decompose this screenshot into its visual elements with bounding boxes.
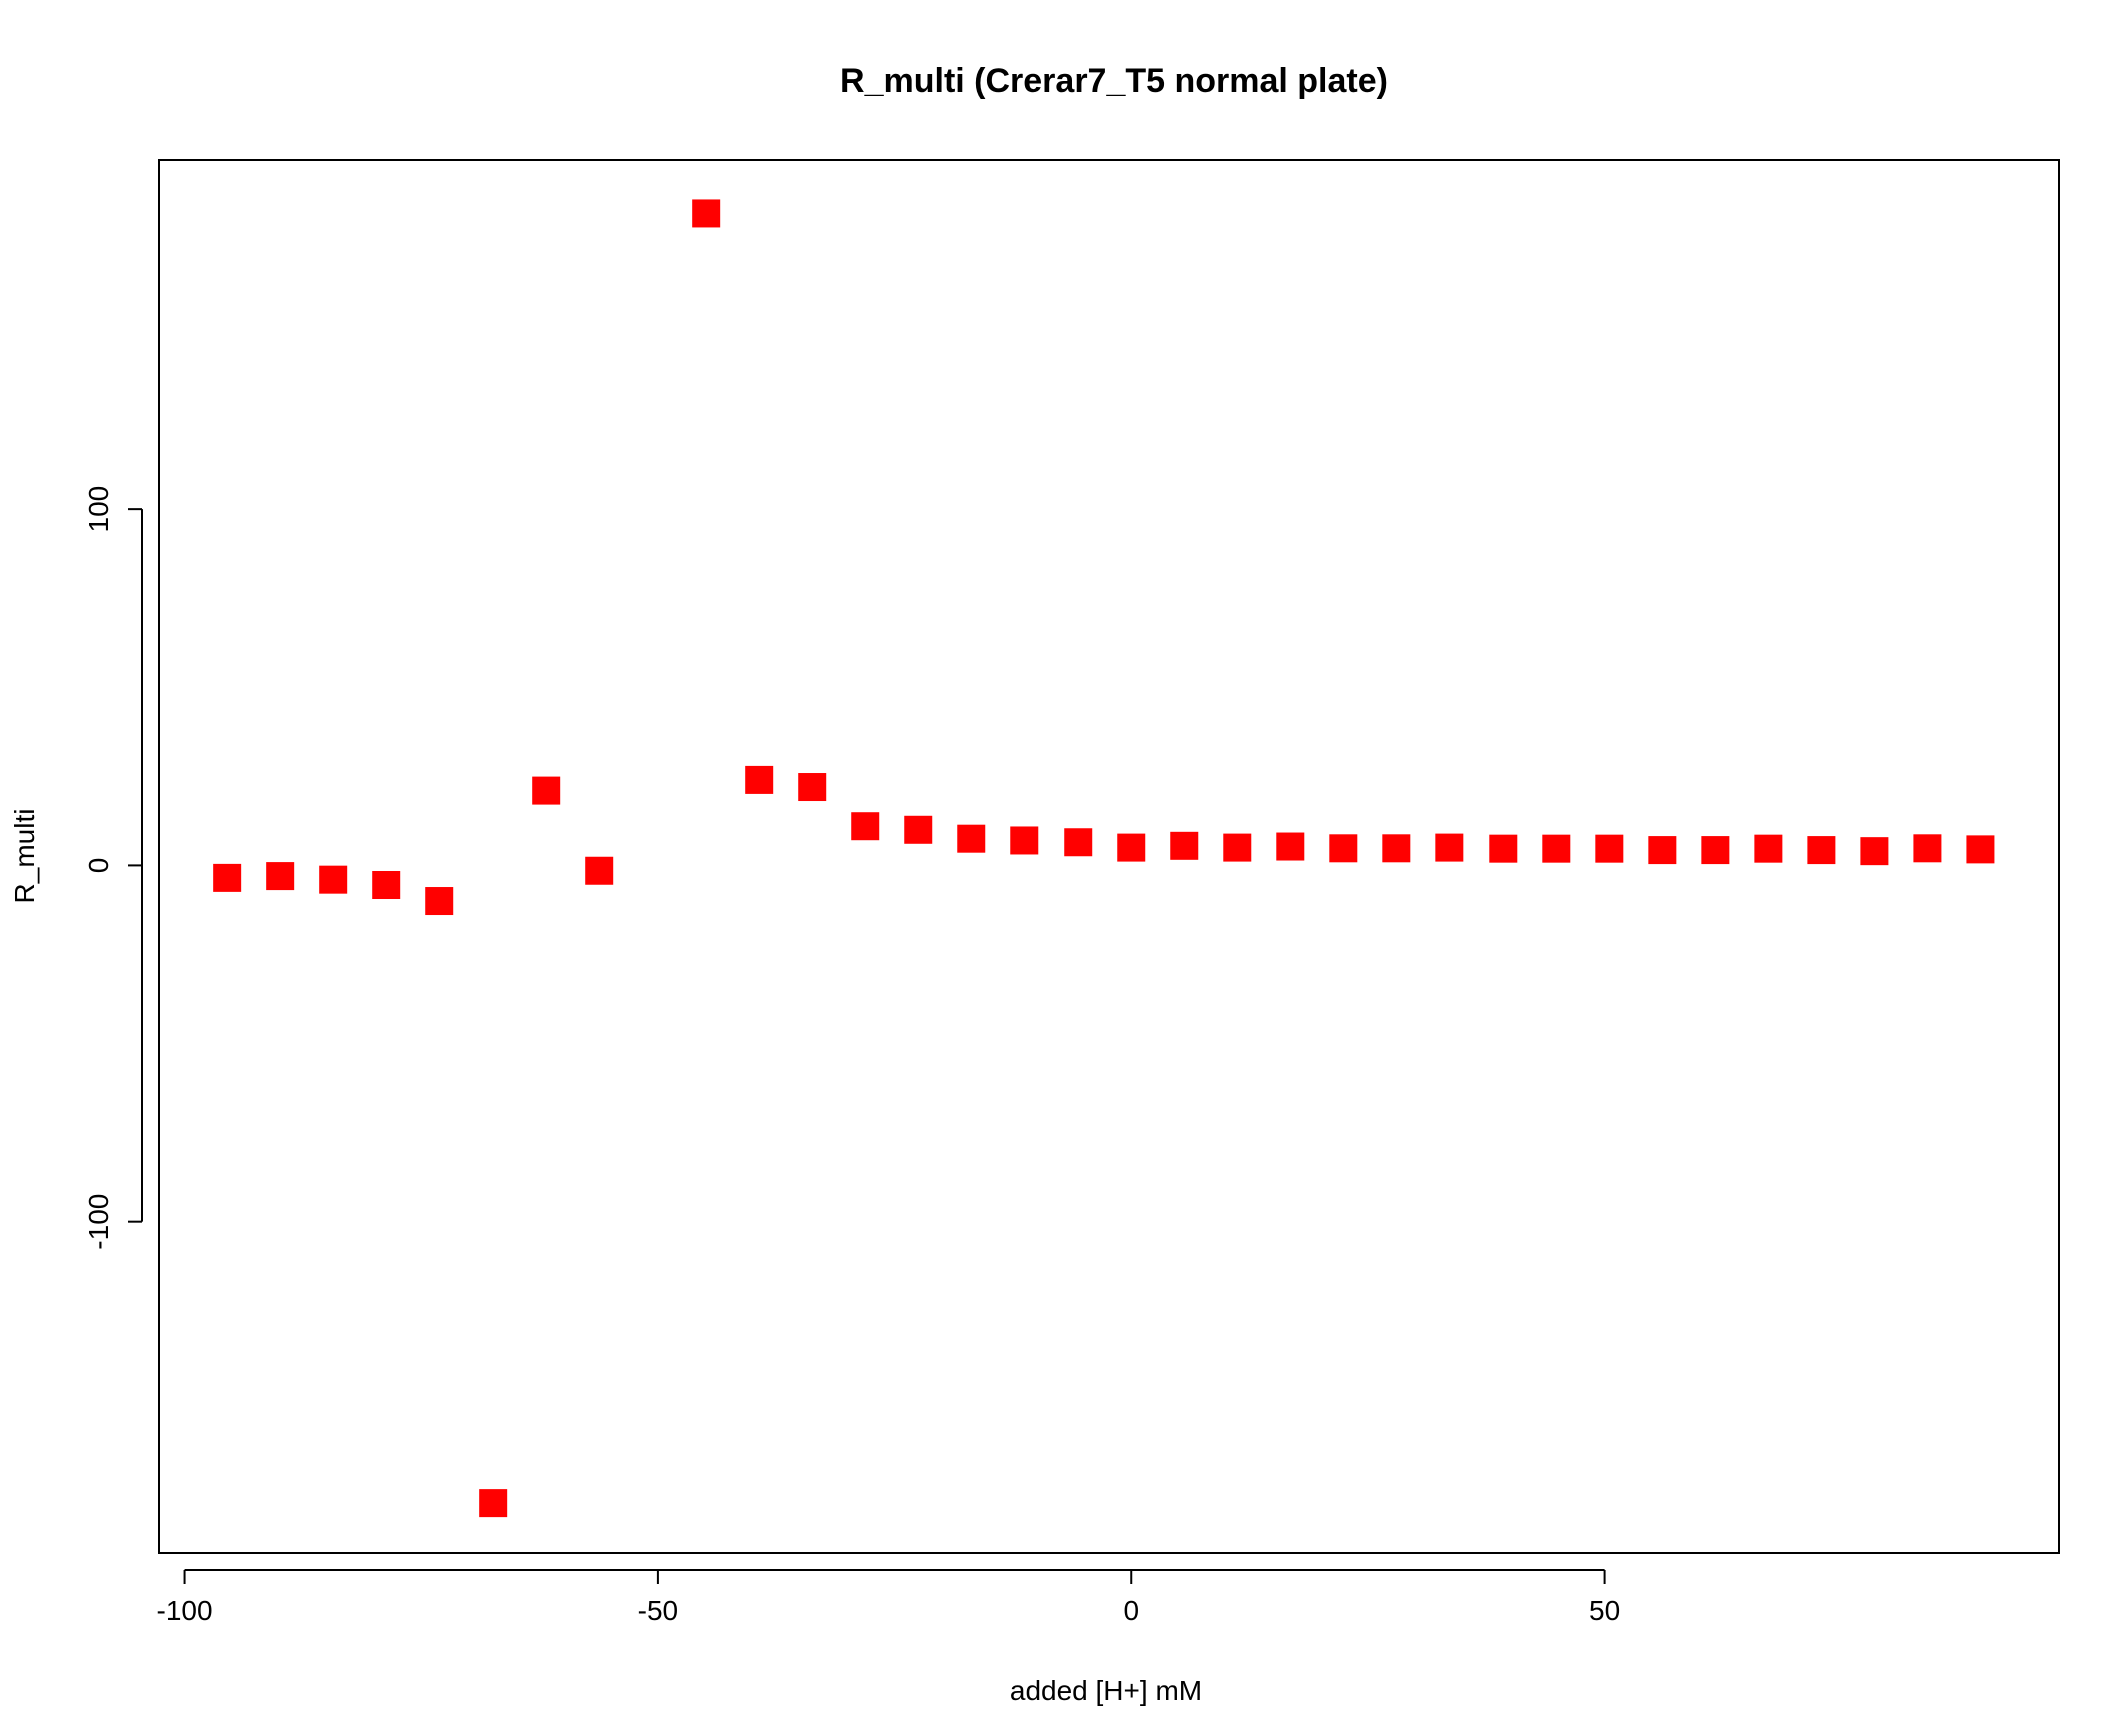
data-point [532,776,561,805]
data-point [372,871,401,900]
data-point [1807,836,1836,865]
data-point [904,815,933,844]
data-point [1489,834,1518,863]
plot-frame [158,159,2060,1554]
y-axis-label: R_multi [9,809,40,904]
data-point [1966,835,1995,864]
data-point [213,863,242,892]
data-point [1860,837,1889,866]
data-point [1913,834,1942,863]
y-tick-label: -100 [83,1194,114,1250]
x-tick-label: -100 [157,1595,213,1626]
data-point [798,773,827,802]
data-point [1117,833,1146,862]
data-point [851,812,880,841]
data-point [479,1489,508,1518]
data-point [1542,834,1571,863]
data-point [1435,833,1464,862]
x-tick-label: 0 [1123,1595,1139,1626]
data-point [1276,832,1305,861]
data-point [1329,834,1358,863]
data-point [957,824,986,853]
data-point [1010,826,1039,855]
y-axis: -100 0 100 [83,486,143,1250]
data-point [1648,836,1677,865]
data-points [213,199,1995,1518]
data-point [692,199,721,228]
y-tick-label: 0 [83,858,114,874]
data-point [425,887,454,916]
data-point [585,856,614,885]
data-point [1382,834,1411,863]
data-point [1595,834,1624,863]
data-point [745,765,774,794]
data-point [1064,828,1093,857]
data-point [1170,831,1199,860]
data-point [1701,836,1730,865]
data-point [1223,833,1252,862]
data-point [1754,834,1783,863]
x-axis-label: added [H+] mM [1010,1675,1202,1706]
x-tick-label: 50 [1589,1595,1620,1626]
chart-title: R_multi (Crerar7_T5 normal plate) [840,62,1388,100]
x-tick-label: -50 [638,1595,678,1626]
y-tick-label: 100 [83,486,114,533]
data-point [319,865,348,894]
data-point [266,862,295,891]
x-axis: -100 -50 0 50 [157,1569,1620,1626]
